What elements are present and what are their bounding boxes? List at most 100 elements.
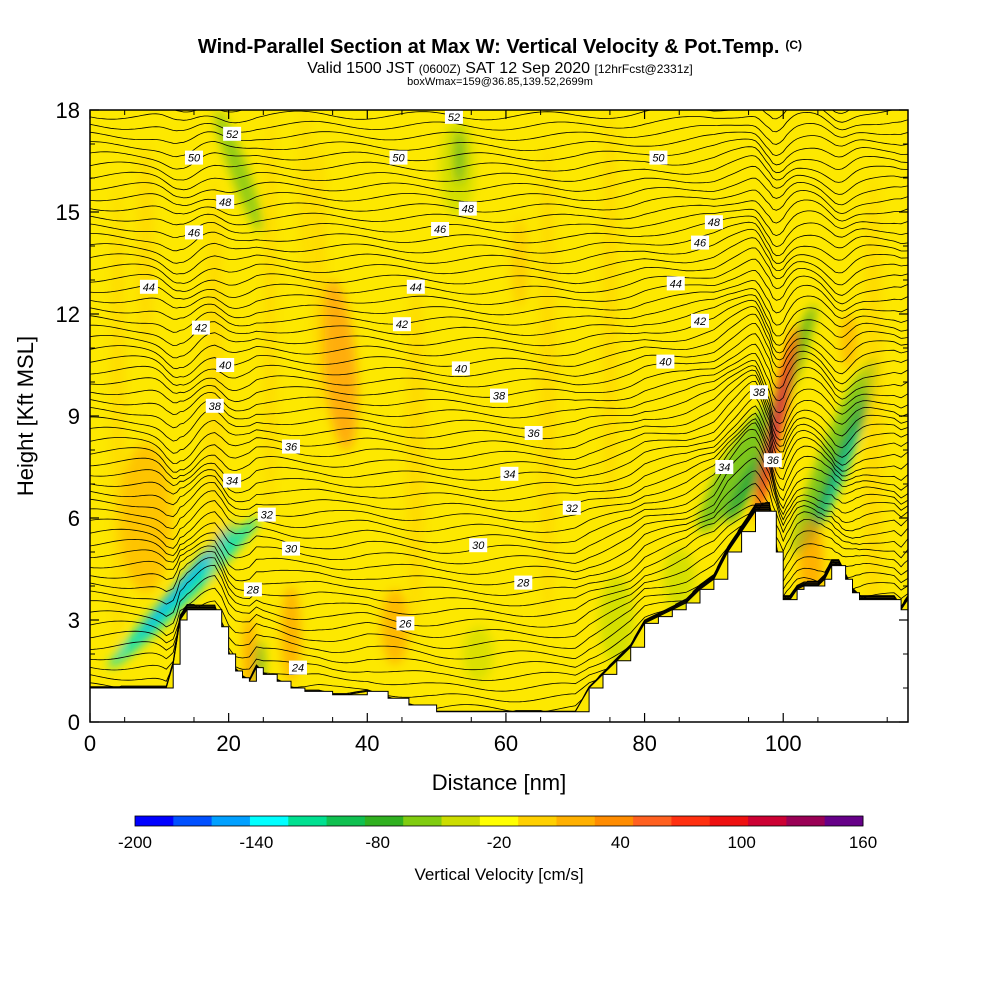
valid-date: SAT 12 Sep 2020 <box>465 60 591 77</box>
isentrope-label-text: 46 <box>694 238 707 250</box>
velocity-updraft-23 <box>798 518 824 600</box>
y-tick-label: 18 <box>56 98 80 123</box>
isentrope-label-22: 38 <box>749 385 768 400</box>
velocity-streak-0 <box>111 178 124 654</box>
colorbar-tick-label: 40 <box>611 833 630 852</box>
colorbar-swatch-7 <box>403 816 443 826</box>
colorbar-swatch-18 <box>824 816 864 826</box>
isentrope-label-text: 38 <box>209 401 222 413</box>
isentrope-label-text: 48 <box>462 204 475 216</box>
isentrope-line-36 <box>90 305 908 370</box>
isentrope-label-4: 50 <box>649 150 668 165</box>
isentrope-label-text: 50 <box>652 153 665 165</box>
isentrope-label-text: 30 <box>285 544 298 556</box>
isentrope-line-19 <box>90 428 908 540</box>
velocity-downdraft-11 <box>599 575 635 665</box>
isentrope-label-32: 30 <box>469 538 488 553</box>
isentrope-line-48 <box>90 208 908 239</box>
isentrope-line-28 <box>90 369 908 454</box>
colorbar-swatch-4 <box>288 816 328 826</box>
colorbar-swatch-0 <box>135 816 174 826</box>
velocity-downdraft-4 <box>454 130 465 185</box>
isentrope-label-text: 44 <box>143 282 155 294</box>
isentrope-label-6: 48 <box>458 201 477 216</box>
velocity-downdraft-2 <box>215 110 263 232</box>
valid-prefix: Valid 1500 JST <box>307 60 415 77</box>
isentrope-label-9: 46 <box>431 222 450 236</box>
colorbar-swatch-5 <box>326 816 366 826</box>
x-tick-label: 0 <box>84 731 96 756</box>
isentrope-label-26: 34 <box>223 473 242 488</box>
velocity-updraft-20 <box>281 586 301 682</box>
isentrope-label-text: 40 <box>219 360 232 372</box>
colorbar: -200 -140 -80 -20 40 100 160 <box>118 815 877 852</box>
colorbar-label: Vertical Velocity [cm/s] <box>414 865 583 884</box>
y-tick-label: 0 <box>68 710 80 735</box>
isentrope-label-text: 38 <box>753 387 766 399</box>
isentrope-label-17: 40 <box>216 358 235 372</box>
colorbar-tick-label: -200 <box>118 833 152 852</box>
isentrope-label-18: 40 <box>451 361 470 376</box>
colorbar-tick-label: 100 <box>727 833 755 852</box>
isentrope-line-56 <box>90 131 908 158</box>
isentrope-line-49 <box>90 199 908 226</box>
velocity-streak-2 <box>264 110 276 518</box>
box-wmax-line: boxWmax=159@36.85,139.52,2699m <box>407 76 593 88</box>
isentrope-line-46 <box>90 221 908 264</box>
isentrope-line-27 <box>90 374 908 465</box>
isentrope-label-text: 50 <box>188 153 201 165</box>
isentrope-label-24: 36 <box>524 426 543 440</box>
title-main: Wind-Parallel Section at Max W: Vertical… <box>197 36 780 58</box>
isentrope-label-33: 28 <box>243 582 262 597</box>
isentrope-line-39 <box>90 288 908 333</box>
x-tick-label: 40 <box>355 731 379 756</box>
colorbar-swatch-9 <box>479 816 519 826</box>
isentrope-label-text: 34 <box>718 462 730 474</box>
isentrope-label-text: 42 <box>195 323 207 335</box>
colorbar-swatch-3 <box>249 816 289 826</box>
isentrope-label-25: 36 <box>763 453 782 468</box>
colorbar-swatch-2 <box>211 816 251 826</box>
velocity-updraft-21 <box>381 589 409 665</box>
velocity-features <box>108 110 883 692</box>
isentrope-label-7: 48 <box>704 215 723 230</box>
velocity-downdraft-8 <box>793 358 878 555</box>
isentrope-line-20 <box>90 422 908 530</box>
colorbar-swatch-8 <box>441 816 481 826</box>
colorbar-swatch-17 <box>786 816 826 826</box>
velocity-updraft-24 <box>840 314 858 369</box>
velocity-streak-1 <box>207 178 223 586</box>
isentrope-line-59 <box>90 110 896 124</box>
isentrope-label-16: 42 <box>691 313 710 328</box>
x-tick-label: 20 <box>216 731 240 756</box>
colorbar-swatch-15 <box>709 816 749 826</box>
isentrope-label-12: 44 <box>406 279 425 294</box>
isentrope-label-text: 38 <box>493 391 506 403</box>
colorbar-swatch-11 <box>556 816 596 826</box>
isentrope-label-text: 28 <box>516 578 530 590</box>
isentrope-label-text: 46 <box>188 227 201 239</box>
colorbar-swatch-1 <box>173 816 213 826</box>
isentrope-label-text: 36 <box>767 455 780 467</box>
isentrope-line-37 <box>90 299 908 359</box>
colorbar-tick-label: -20 <box>487 833 512 852</box>
isentrope-line-16 <box>90 457 908 565</box>
isentrope-label-text: 40 <box>455 363 468 375</box>
colorbar-tick-label: 160 <box>849 833 877 852</box>
velocity-updraft-25 <box>510 218 529 308</box>
isentrope-line-26 <box>90 380 908 473</box>
colorbar-swatch-14 <box>671 816 711 826</box>
isentrope-line-41 <box>90 270 908 309</box>
isentrope-label-29: 32 <box>257 507 276 522</box>
isentrope-label-text: 52 <box>448 112 460 124</box>
colorbar-swatch-16 <box>748 816 787 826</box>
isentrope-label-text: 50 <box>392 153 405 165</box>
isentrope-label-3: 50 <box>389 150 408 165</box>
isentrope-label-text: 30 <box>472 540 485 552</box>
isentrope-label-text: 44 <box>410 282 422 294</box>
isentrope-line-53 <box>90 155 908 191</box>
isentrope-label-text: 40 <box>659 357 672 369</box>
